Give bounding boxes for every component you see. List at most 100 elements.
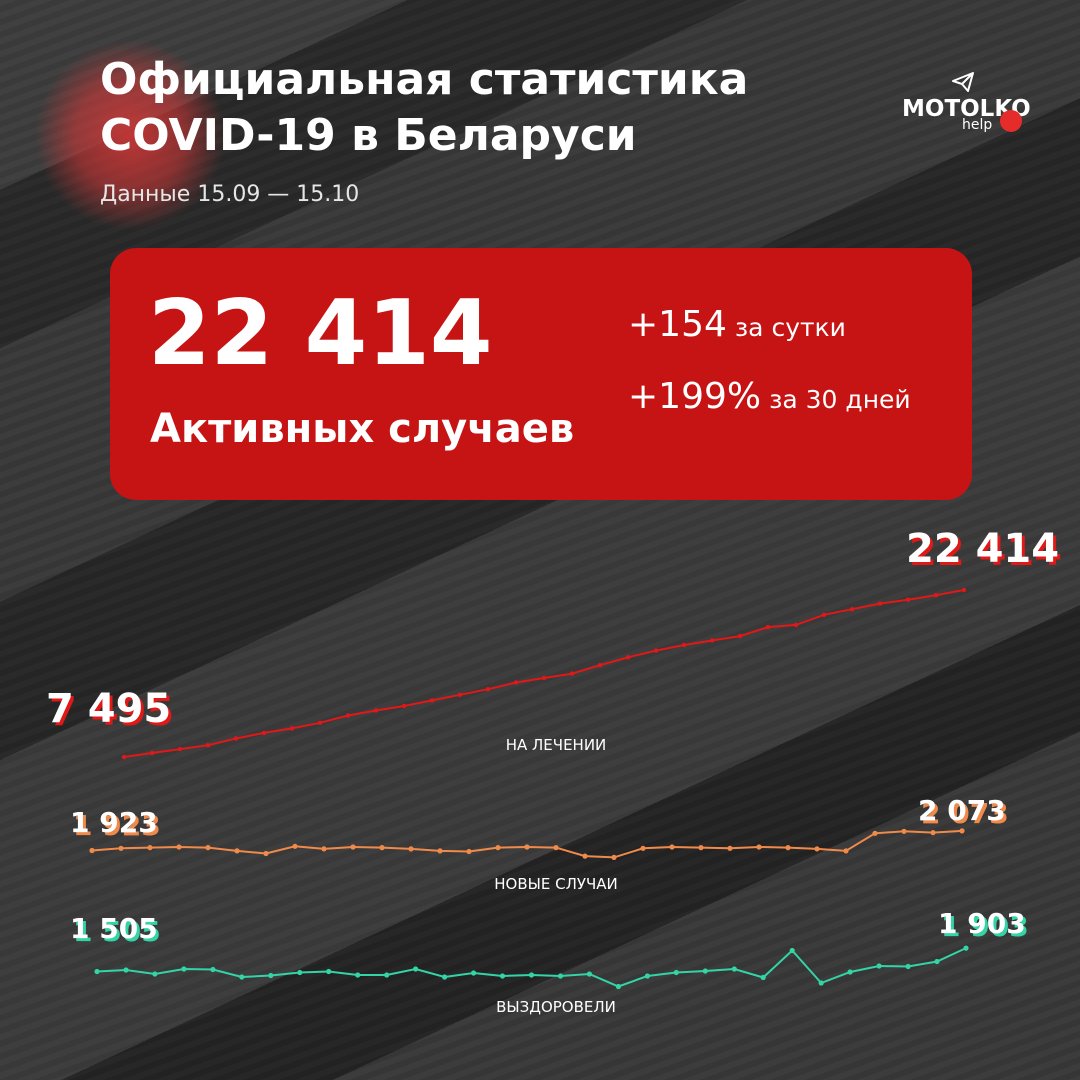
paper-plane-icon [952, 72, 974, 97]
active-cases-total: 22 414 [148, 281, 493, 386]
data-point [847, 969, 853, 975]
data-point [640, 845, 646, 851]
data-point [485, 687, 491, 692]
data-point [147, 845, 153, 851]
data-point [177, 746, 183, 752]
data-point [152, 971, 158, 977]
monthly-change: +199% за 30 дней [628, 376, 911, 417]
data-point [289, 726, 295, 731]
data-point [457, 692, 463, 697]
data-point [261, 730, 267, 736]
data-point [513, 680, 519, 685]
data-point [297, 969, 303, 976]
end-value-label-shadow: 22 414 [909, 529, 1062, 575]
data-point [528, 972, 535, 978]
series-line [91, 829, 963, 859]
series-line [96, 947, 967, 988]
series-name-label: ВЫЗДОРОВЕЛИ [496, 998, 616, 1016]
data-point [317, 720, 323, 725]
series-name-label: НОВЫЕ СЛУЧАИ [494, 875, 618, 893]
logo-dot-icon [1000, 110, 1022, 132]
data-point [582, 853, 588, 859]
data-point [849, 607, 855, 612]
data-point [961, 587, 967, 593]
data-point [877, 601, 883, 606]
data-point [176, 844, 182, 850]
start-value-label: 7 495 [46, 686, 171, 732]
data-point [709, 638, 715, 643]
data-point [876, 963, 882, 969]
data-point [872, 830, 878, 836]
data-point [121, 754, 127, 760]
data-point [934, 958, 940, 965]
data-point [373, 708, 379, 713]
start-value-label: 1 505 [70, 912, 158, 945]
data-point [905, 963, 911, 970]
data-point [210, 966, 216, 973]
brand-logo: MOTOLKO help [900, 72, 1040, 142]
data-point [233, 736, 239, 741]
data-point [181, 966, 187, 972]
data-point [644, 973, 651, 979]
data-point [401, 703, 407, 709]
start-value-label-shadow: 1 923 [73, 809, 161, 842]
data-point [653, 648, 659, 653]
data-point [727, 845, 733, 851]
daily-change-label: за сутки [734, 313, 846, 342]
data-point [292, 843, 298, 849]
start-value-label-shadow: 7 495 [49, 689, 174, 735]
data-point [963, 945, 969, 951]
data-point [557, 973, 564, 979]
data-point [429, 698, 435, 703]
data-point [597, 663, 603, 668]
data-point [541, 675, 547, 681]
data-point [495, 845, 501, 851]
data-point [379, 845, 385, 851]
data-point [737, 633, 743, 639]
title-line-1: Официальная статистика [100, 54, 749, 105]
daily-change: +154 за сутки [628, 304, 846, 345]
data-point [765, 624, 771, 630]
data-point [94, 968, 100, 975]
data-point [814, 846, 820, 852]
data-point [821, 612, 827, 617]
data-point [569, 671, 575, 676]
data-point [123, 967, 129, 973]
data-point [239, 974, 245, 980]
data-point [553, 845, 559, 851]
data-point [930, 830, 936, 836]
data-point [118, 845, 124, 851]
data-point [905, 597, 911, 602]
data-point [731, 966, 737, 972]
data-point [681, 642, 687, 648]
end-value-label: 2 073 [918, 794, 1006, 827]
data-point [818, 980, 824, 986]
data-point [263, 850, 269, 857]
daily-change-value: +154 [628, 304, 727, 345]
data-point [793, 622, 799, 628]
data-point [437, 848, 443, 854]
data-point [698, 845, 704, 851]
data-point [901, 828, 907, 834]
data-point [321, 846, 327, 852]
end-value-label-shadow: 2 073 [921, 797, 1009, 830]
end-value-label: 1 903 [938, 907, 1026, 940]
monthly-change-value: +199% [628, 376, 762, 417]
series-name-label: НА ЛЕЧЕНИИ [506, 736, 607, 754]
data-point [669, 844, 675, 850]
data-point [702, 968, 708, 974]
data-point [442, 974, 448, 980]
data-point [615, 983, 622, 990]
data-point [355, 972, 361, 978]
page-title: Официальная статистика COVID-19 в Белару… [100, 52, 748, 164]
data-point [760, 974, 766, 981]
data-point [350, 844, 356, 850]
data-point [471, 970, 477, 976]
data-point [234, 848, 240, 854]
data-point [89, 847, 95, 854]
monthly-change-label: за 30 дней [769, 385, 911, 414]
data-point [785, 845, 791, 851]
